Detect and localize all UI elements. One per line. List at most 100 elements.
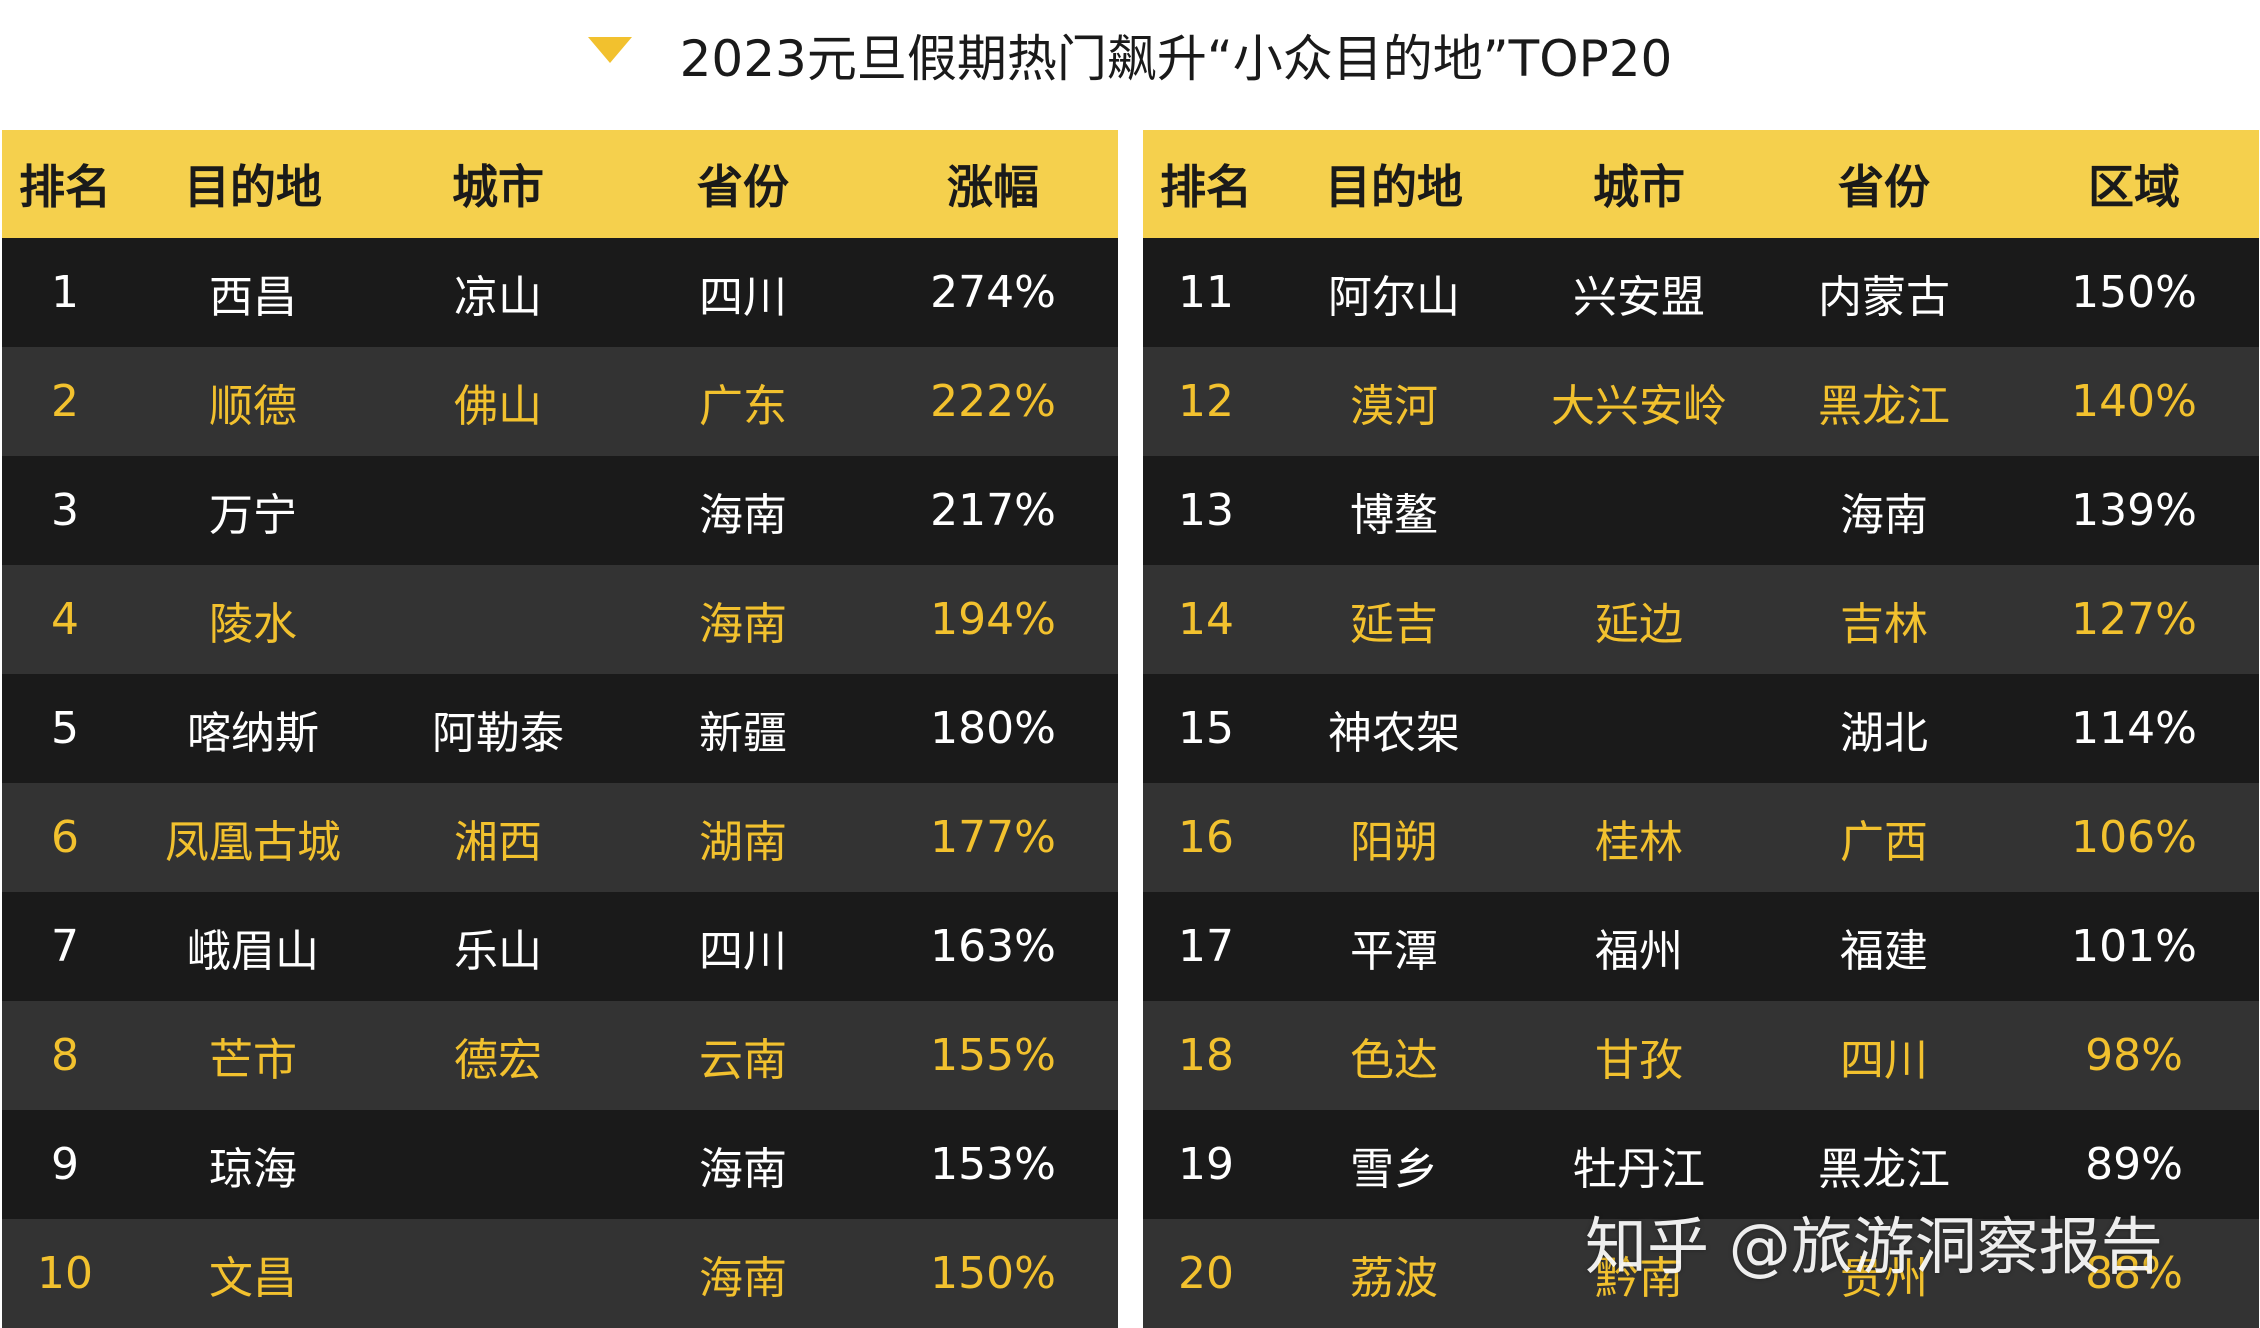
destination-cell: 万宁 [209,489,297,541]
growth-cell: 217% [930,485,1056,536]
city-cell: 凉山 [454,271,542,323]
rank-cell: 13 [1178,485,1234,536]
table-row: 16 阳朔 桂林 广西 106% [1143,783,2259,892]
destination-cell: 阿尔山 [1328,271,1460,323]
rank-cell: 17 [1178,921,1234,972]
table-header: 排名 目的地 城市 省份 区域 [1143,130,2259,238]
province-cell: 海南 [699,1252,787,1304]
growth-cell: 274% [930,267,1056,318]
table-row: 20 荔波 黔南 贵州 88% [1143,1219,2259,1328]
destination-cell: 峨眉山 [187,925,319,977]
destination-cell: 文昌 [209,1252,297,1304]
destination-cell: 琼海 [209,1143,297,1195]
rank-cell: 4 [51,594,79,645]
growth-cell: 153% [930,1139,1056,1190]
table-row: 3 万宁 海南 217% [2,456,1118,565]
watermark: 知乎 @旅游洞察报告 [1585,1210,2163,1283]
city-cell: 湘西 [454,816,542,868]
city-cell: 乐山 [454,925,542,977]
rank-cell: 1 [51,267,79,318]
table-row: 1 西昌 凉山 四川 274% [2,238,1118,347]
table-row: 17 平潭 福州 福建 101% [1143,892,2259,1001]
province-cell: 贵州 [1840,1252,1928,1304]
province-cell: 云南 [699,1034,787,1086]
table-row: 9 琼海 海南 153% [2,1110,1118,1219]
table-row: 6 凤凰古城 湘西 湖南 177% [2,783,1118,892]
table-row: 19 雪乡 牡丹江 黑龙江 89% [1143,1110,2259,1219]
province-cell: 海南 [1840,489,1928,541]
destination-cell: 凤凰古城 [165,816,341,868]
rank-cell: 2 [51,376,79,427]
growth-cell: 180% [930,703,1056,754]
growth-cell: 150% [2071,267,2197,318]
table-row: 14 延吉 延边 吉林 127% [1143,565,2259,674]
destination-cell: 色达 [1350,1034,1438,1086]
header-city: 城市 [1593,160,1685,214]
table-row: 4 陵水 海南 194% [2,565,1118,674]
header-province: 省份 [1838,160,1930,214]
table-body: 11 阿尔山 兴安盟 内蒙古 150% 12 漠河 大兴安岭 黑龙江 140% 13 博鳌 海南 139%… [1143,238,2259,1328]
rank-cell: 9 [51,1139,79,1190]
table-row: 18 色达 甘孜 四川 98% [1143,1001,2259,1110]
city-cell: 延边 [1595,598,1683,650]
growth-cell: 101% [2071,921,2197,972]
table-row: 15 神农架 湖北 114% [1143,674,2259,783]
city-cell: 佛山 [454,380,542,432]
province-cell: 广西 [1840,816,1928,868]
destination-cell: 阳朔 [1350,816,1438,868]
rank-cell: 20 [1178,1248,1234,1299]
rank-cell: 3 [51,485,79,536]
growth-cell: 114% [2071,703,2197,754]
province-cell: 海南 [699,598,787,650]
growth-cell: 139% [2071,485,2197,536]
city-cell: 德宏 [454,1034,542,1086]
header-destination: 目的地 [1325,160,1463,214]
rank-cell: 19 [1178,1139,1234,1190]
growth-cell: 150% [930,1248,1056,1299]
header-city: 城市 [452,160,544,214]
province-cell: 湖北 [1840,707,1928,759]
destination-cell: 平潭 [1350,925,1438,977]
growth-cell: 177% [930,812,1056,863]
rank-cell: 18 [1178,1030,1234,1081]
ranking-table-right: 排名 目的地 城市 省份 区域 11 阿尔山 兴安盟 内蒙古 150% 12 漠河 大兴安岭黑… [1143,130,2259,1328]
table-row: 10 文昌 海南 150% [2,1219,1118,1328]
city-cell: 大兴安岭 [1551,380,1727,432]
province-cell: 内蒙古 [1818,271,1950,323]
header-region: 区域 [2088,160,2180,214]
province-cell: 广东 [699,380,787,432]
city-cell: 桂林 [1595,816,1683,868]
table-row: 11 阿尔山 兴安盟 内蒙古 150% [1143,238,2259,347]
city-cell: 阿勒泰 [432,707,564,759]
destination-cell: 芒市 [209,1034,297,1086]
growth-cell: 89% [2085,1139,2183,1190]
title-bar: 2023元旦假期热门飙升“小众目的地”TOP20 [0,0,2260,110]
rank-cell: 5 [51,703,79,754]
header-growth: 涨幅 [947,160,1039,214]
rank-cell: 15 [1178,703,1234,754]
rank-cell: 6 [51,812,79,863]
province-cell: 湖南 [699,816,787,868]
province-cell: 新疆 [699,707,787,759]
destination-cell: 西昌 [209,271,297,323]
city-cell: 黔南 [1595,1252,1683,1304]
growth-cell: 155% [930,1030,1056,1081]
city-cell: 甘孜 [1595,1034,1683,1086]
destination-cell: 神农架 [1328,707,1460,759]
growth-cell: 222% [930,376,1056,427]
table-row: 7 峨眉山 乐山 四川 163% [2,892,1118,1001]
city-cell: 福州 [1595,925,1683,977]
rank-cell: 7 [51,921,79,972]
growth-cell: 140% [2071,376,2197,427]
growth-cell: 88% [2085,1248,2183,1299]
destination-cell: 博鳌 [1350,489,1438,541]
header-rank: 排名 [19,160,111,214]
rank-cell: 8 [51,1030,79,1081]
table-row: 13 博鳌 海南 139% [1143,456,2259,565]
destination-cell: 荔波 [1350,1252,1438,1304]
destination-cell: 顺德 [209,380,297,432]
rank-cell: 12 [1178,376,1234,427]
city-cell: 兴安盟 [1573,271,1705,323]
province-cell: 吉林 [1840,598,1928,650]
page-title: 2023元旦假期热门飙升“小众目的地”TOP20 [679,30,1673,88]
